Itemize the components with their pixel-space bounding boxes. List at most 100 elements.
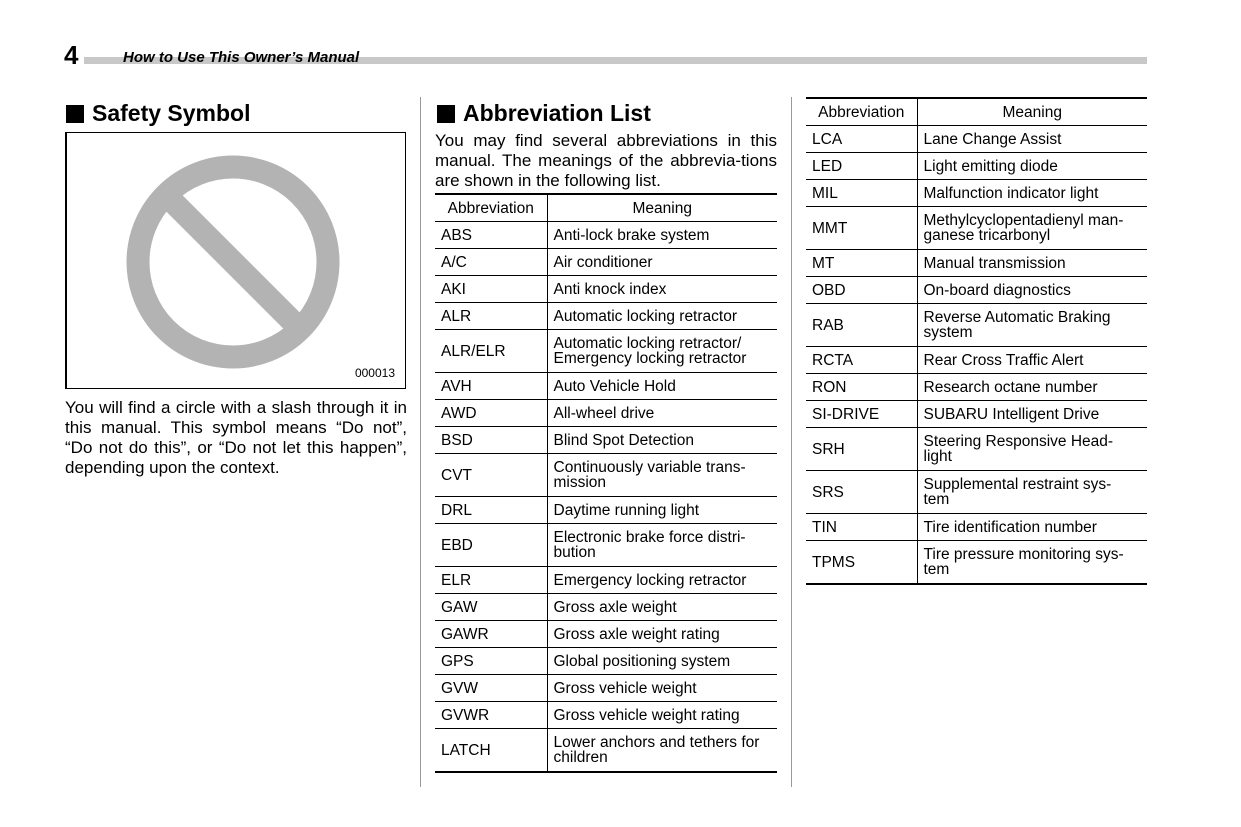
meaning-cell: Anti knock index [547, 275, 777, 303]
table-row: MT Manual transmission [806, 249, 1147, 277]
abbreviation-cell: RCTA [806, 346, 918, 374]
abbreviation-cell: SRS [806, 470, 918, 514]
table-row: AKI Anti knock index [435, 275, 777, 303]
abbreviation-cell: BSD [435, 426, 548, 454]
meaning-cell: Gross vehicle weight rating [547, 701, 777, 729]
meaning-cell: Continuously variable trans- mission [547, 453, 777, 497]
table-row: ALR/ELR Automatic locking retractor/ Emer… [435, 329, 777, 373]
abbreviation-cell: RAB [806, 303, 918, 347]
table-row: LED Light emitting diode [806, 152, 1147, 180]
column-header-abbreviation: Abbreviation [806, 98, 918, 126]
meaning-cell: Research octane number [917, 373, 1147, 401]
figure-code: 000013 [354, 366, 395, 380]
meaning-cell: Global positioning system [547, 647, 777, 675]
abbreviation-cell: EBD [435, 523, 548, 567]
abbreviation-cell: AVH [435, 372, 548, 400]
meaning-cell: On-board diagnostics [917, 276, 1147, 304]
table-row: AVH Auto Vehicle Hold [435, 372, 777, 400]
abbreviation-cell: DRL [435, 496, 548, 524]
table-row: RON Research octane number [806, 373, 1147, 401]
column-header-meaning: Meaning [917, 98, 1147, 126]
meaning-cell: Automatic locking retractor [547, 302, 777, 330]
meaning-cell: Tire identification number [917, 513, 1147, 541]
abbreviation-cell: MT [806, 249, 918, 277]
abbreviation-cell: A/C [435, 248, 548, 276]
abbreviation-cell: MIL [806, 179, 918, 207]
column-divider [791, 97, 792, 787]
abbreviation-cell: GPS [435, 647, 548, 675]
square-bullet-icon [437, 104, 455, 123]
abbreviation-cell: AKI [435, 275, 548, 303]
abbreviation-intro: You may find several abbreviations in th… [435, 131, 777, 190]
abbreviation-cell: RON [806, 373, 918, 401]
table-row: RAB Reverse Automatic Braking system [806, 303, 1147, 347]
meaning-cell: Anti-lock brake system [547, 221, 777, 249]
table-row: GAW Gross axle weight [435, 593, 777, 621]
abbreviation-table-1: Abbreviation Meaning ABS Anti-lock brake … [435, 193, 777, 773]
meaning-cell: Methylcyclopentadienyl man- ganese trica… [917, 206, 1147, 250]
meaning-cell: Tire pressure monitoring sys- tem [917, 540, 1147, 585]
table-row: CVT Continuously variable trans- mission [435, 453, 777, 497]
table-row: TIN Tire identification number [806, 513, 1147, 541]
abbreviation-cell: AWD [435, 399, 548, 427]
abbreviation-cell: LATCH [435, 728, 548, 773]
column-header-meaning: Meaning [547, 194, 777, 222]
abbreviation-cell: ELR [435, 566, 548, 594]
table-row: GVWR Gross vehicle weight rating [435, 701, 777, 729]
meaning-cell: Gross axle weight [547, 593, 777, 621]
table-row: MIL Malfunction indicator light [806, 179, 1147, 207]
abbreviation-cell: SRH [806, 427, 918, 471]
table-header-row: Abbreviation Meaning [435, 194, 777, 222]
prohibition-circle-slash-icon [126, 155, 340, 369]
meaning-cell: Daytime running light [547, 496, 777, 524]
abbreviation-cell: LCA [806, 125, 918, 153]
meaning-cell: Auto Vehicle Hold [547, 372, 777, 400]
meaning-cell: Blind Spot Detection [547, 426, 777, 454]
meaning-cell: Rear Cross Traffic Alert [917, 346, 1147, 374]
meaning-cell: Lane Change Assist [917, 125, 1147, 153]
abbreviation-cell: CVT [435, 453, 548, 497]
meaning-cell: Electronic brake force distri- bution [547, 523, 777, 567]
safety-text: You will find a circle with a slash thro… [65, 398, 407, 477]
abbreviation-cell: GAW [435, 593, 548, 621]
meaning-cell: Supplemental restraint sys- tem [917, 470, 1147, 514]
table-row: AWD All-wheel drive [435, 399, 777, 427]
abbreviation-cell: GVWR [435, 701, 548, 729]
square-bullet-icon [66, 104, 84, 123]
column-header-abbreviation: Abbreviation [435, 194, 548, 222]
meaning-cell: Reverse Automatic Braking system [917, 303, 1147, 347]
abbreviation-cell: SI-DRIVE [806, 400, 918, 428]
table-row: SI-DRIVE SUBARU Intelligent Drive [806, 400, 1147, 428]
chapter-title: How to Use This Owner’s Manual [123, 49, 360, 66]
table-row: TPMS Tire pressure monitoring sys- tem [806, 540, 1147, 585]
table-row: BSD Blind Spot Detection [435, 426, 777, 454]
page-number: 4 [64, 40, 79, 70]
meaning-cell: Automatic locking retractor/ Emergency l… [547, 329, 777, 373]
table-row: ELR Emergency locking retractor [435, 566, 777, 594]
abbreviation-cell: LED [806, 152, 918, 180]
header-rule [84, 57, 1147, 64]
meaning-cell: Manual transmission [917, 249, 1147, 277]
table-row: A/C Air conditioner [435, 248, 777, 276]
safety-symbol-figure: 000013 [65, 132, 406, 389]
table-row: GVW Gross vehicle weight [435, 674, 777, 702]
abbreviation-cell: ALR [435, 302, 548, 330]
abbreviation-heading: Abbreviation List [437, 100, 651, 127]
table-row: SRH Steering Responsive Head- light [806, 427, 1147, 471]
abbreviation-table-2: Abbreviation Meaning LCA Lane Change Assi… [806, 97, 1147, 585]
table-row: DRL Daytime running light [435, 496, 777, 524]
table-row: GPS Global positioning system [435, 647, 777, 675]
meaning-cell: Steering Responsive Head- light [917, 427, 1147, 471]
abbreviation-cell: ABS [435, 221, 548, 249]
abbreviation-cell: OBD [806, 276, 918, 304]
table-row: RCTA Rear Cross Traffic Alert [806, 346, 1147, 374]
abbreviation-cell: TPMS [806, 540, 918, 585]
table-row: EBD Electronic brake force distri- bution [435, 523, 777, 567]
table-row: OBD On-board diagnostics [806, 276, 1147, 304]
column-divider [420, 97, 421, 787]
meaning-cell: SUBARU Intelligent Drive [917, 400, 1147, 428]
abbreviation-cell: TIN [806, 513, 918, 541]
meaning-cell: All-wheel drive [547, 399, 777, 427]
meaning-cell: Gross vehicle weight [547, 674, 777, 702]
abbreviation-cell: MMT [806, 206, 918, 250]
